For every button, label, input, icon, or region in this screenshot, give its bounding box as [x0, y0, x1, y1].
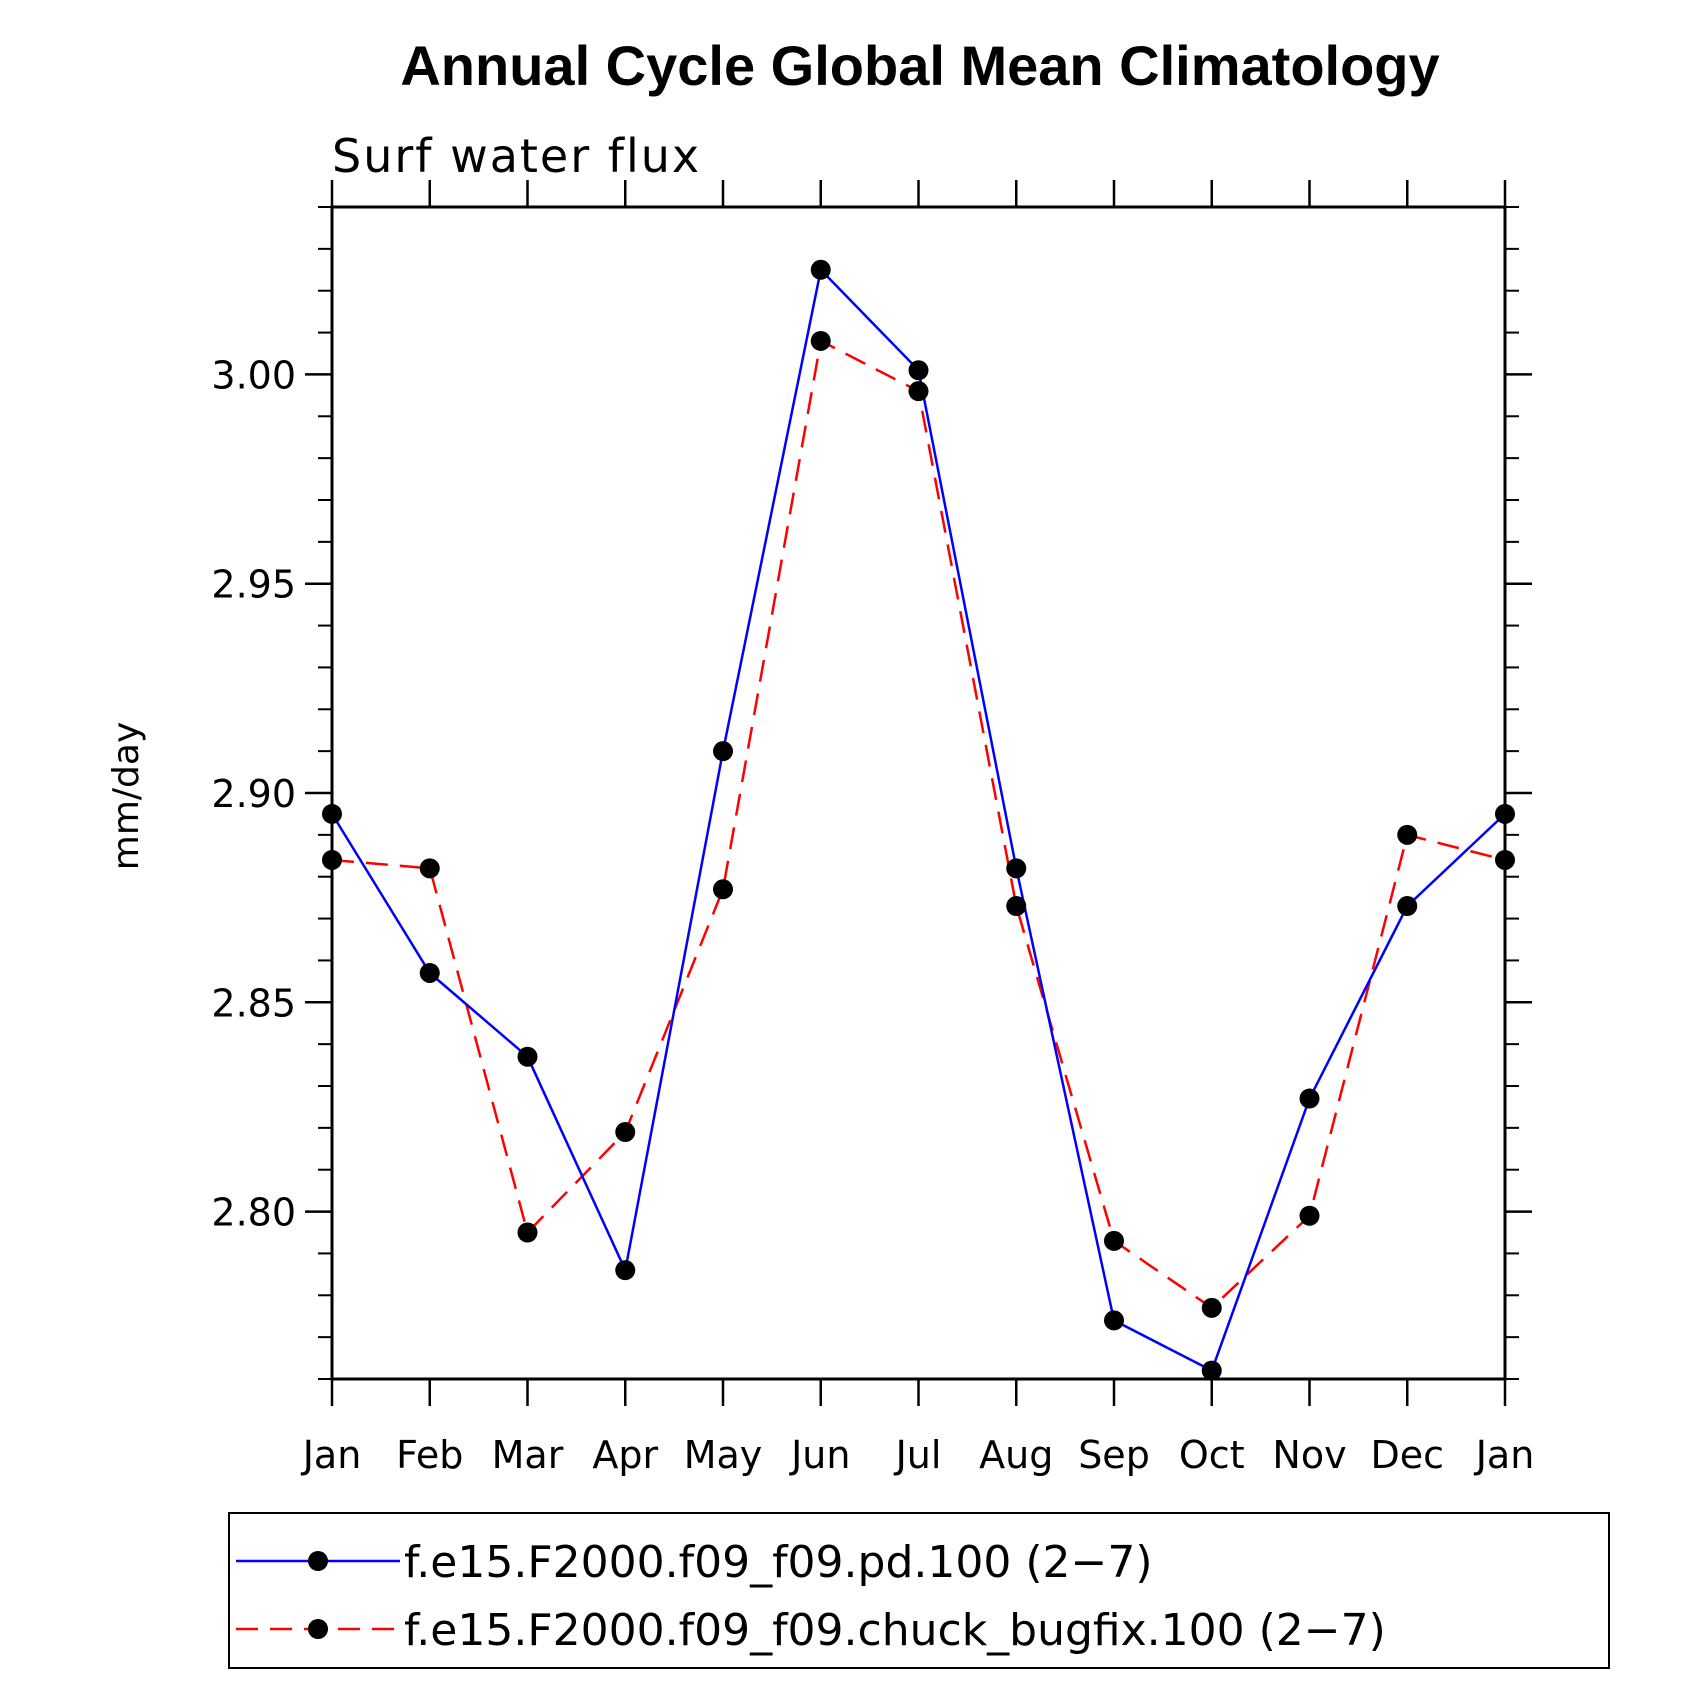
y-tick-label: 2.85 — [211, 981, 296, 1025]
chart-subtitle: Surf water flux — [332, 129, 701, 183]
legend-label-2: f.e15.F2000.f09_f09.chuck_bugfix.100 (2−… — [404, 1605, 1386, 1656]
data-point-series-1 — [810, 259, 831, 280]
x-tick-label: Mar — [492, 1433, 564, 1477]
data-point-series-1 — [419, 962, 440, 983]
x-tick-label: Dec — [1370, 1433, 1444, 1477]
data-point-series-2 — [1104, 1230, 1124, 1251]
data-point-series-1 — [322, 803, 342, 824]
data-point-series-1 — [615, 1260, 636, 1281]
data-point-series-2 — [713, 879, 733, 900]
y-tick-label: 2.95 — [211, 563, 296, 607]
data-point-series-2 — [322, 849, 342, 870]
data-point-series-2 — [908, 381, 929, 402]
data-point-series-1 — [1397, 896, 1418, 917]
data-point-series-2 — [419, 858, 440, 879]
series-line-2 — [331, 339, 1506, 1310]
legend: f.e15.F2000.f09_f09.pd.100 (2−7) f.e15.F2… — [228, 1512, 1610, 1669]
x-tick-label: Apr — [592, 1433, 658, 1477]
legend-items: f.e15.F2000.f09_f09.pd.100 (2−7) f.e15.F2… — [236, 1537, 1386, 1656]
x-tick-label: Sep — [1078, 1433, 1150, 1477]
data-point-series-1 — [1201, 1360, 1222, 1381]
x-tick-label: Nov — [1272, 1433, 1346, 1477]
x-tick-label: Feb — [396, 1433, 463, 1477]
y-tick-label: 3.00 — [211, 353, 296, 397]
legend-label-1: f.e15.F2000.f09_f09.pd.100 (2−7) — [404, 1537, 1153, 1588]
data-point-series-1 — [517, 1046, 538, 1067]
x-tick-label: Jun — [789, 1433, 850, 1477]
series-layer — [322, 259, 1515, 1381]
legend-box — [228, 1512, 1610, 1669]
data-point-series-2 — [1495, 849, 1515, 870]
x-tick-label: Aug — [979, 1433, 1053, 1477]
y-tick-label: 2.90 — [211, 772, 296, 816]
data-point-series-1 — [713, 741, 733, 762]
data-point-series-2 — [615, 1122, 636, 1143]
y-tick-label: 2.80 — [211, 1191, 296, 1235]
data-point-series-2 — [1201, 1297, 1222, 1318]
data-point-series-2 — [517, 1222, 538, 1243]
data-point-series-1 — [1006, 858, 1027, 879]
data-point-series-2 — [1397, 824, 1418, 845]
data-point-series-1 — [908, 360, 929, 381]
legend-marker-1 — [308, 1551, 328, 1571]
x-tick-label: Jul — [894, 1433, 942, 1477]
chart-title: Annual Cycle Global Mean Climatology — [400, 34, 1439, 97]
data-point-series-2 — [1006, 896, 1027, 917]
data-point-series-2 — [810, 330, 831, 351]
x-tick-label: Oct — [1179, 1433, 1245, 1477]
axes: Jan Feb Mar Apr May Jun Jul Aug Sep Oct Nov Dec Jan 2… — [211, 180, 1534, 1477]
x-tick-label: Jan — [301, 1433, 362, 1477]
legend-marker-2 — [308, 1619, 328, 1639]
y-axis-label: mm/day — [106, 722, 147, 870]
x-tick-label: May — [684, 1433, 763, 1477]
data-point-series-1 — [1104, 1310, 1124, 1331]
x-tick-label: Jan — [1474, 1433, 1535, 1477]
data-point-series-1 — [1299, 1088, 1320, 1109]
data-point-series-1 — [1495, 803, 1515, 824]
data-point-series-2 — [1299, 1205, 1320, 1226]
series-line-1 — [330, 267, 1506, 1373]
